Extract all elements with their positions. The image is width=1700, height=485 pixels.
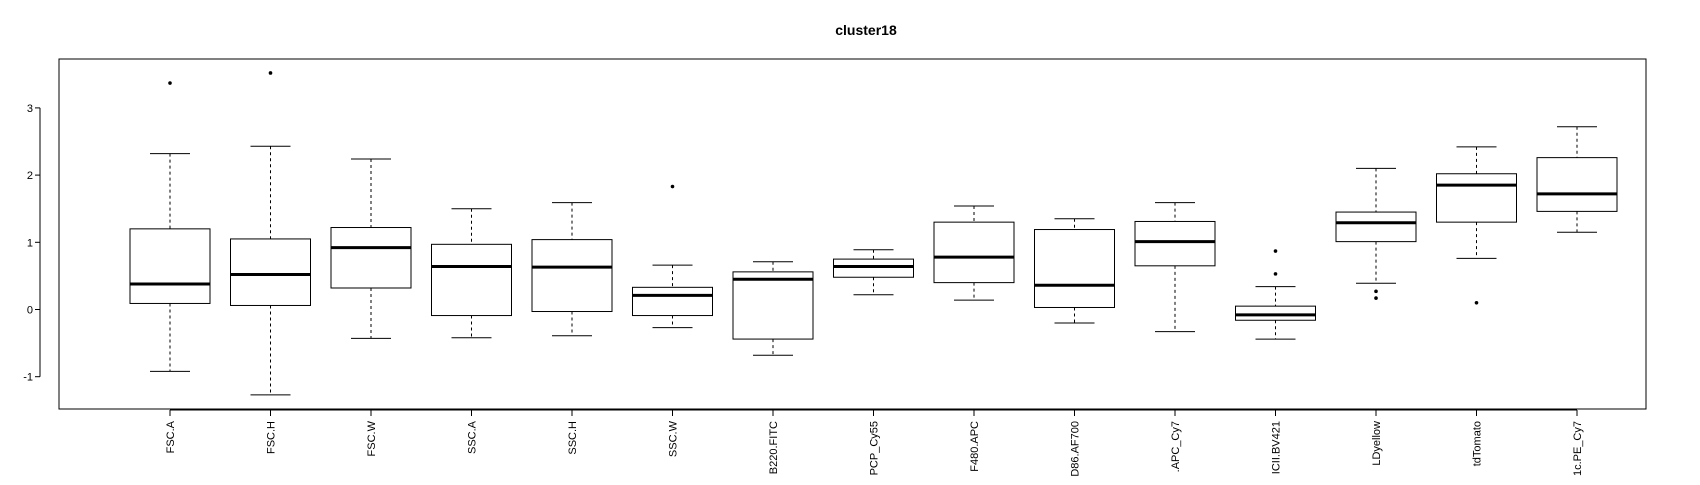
outlier-point xyxy=(1474,300,1479,305)
outlier-point xyxy=(1273,272,1278,276)
x-axis: FSC.A FSC.H FSC.W SSC.A SSC.H SSC.W B220.FITC P… xyxy=(165,409,1584,477)
x-tick-label: SSC.H xyxy=(567,421,579,455)
box-B220.FITC xyxy=(732,261,814,356)
box-FSC.A xyxy=(129,81,211,372)
chart-title: cluster18 xyxy=(835,22,897,38)
x-tick-label: tdTomato xyxy=(1472,421,1484,466)
x-tick-label: B220.FITC xyxy=(768,421,780,474)
iqr-box xyxy=(330,227,412,289)
iqr-box xyxy=(833,258,914,278)
y-axis: -1 0 1 2 3 xyxy=(23,103,41,384)
iqr-box xyxy=(1235,305,1316,321)
iqr-box xyxy=(431,243,512,317)
x-tick-label: .APC_Cy7 xyxy=(1170,421,1182,472)
box-LDyellow xyxy=(1335,167,1417,300)
box-D86.AF700 xyxy=(1034,218,1115,324)
y-tick-label: 3 xyxy=(27,103,33,115)
box-1c.PE_Cy7 xyxy=(1536,126,1618,233)
y-tick-label: 2 xyxy=(27,170,33,182)
outlier-point xyxy=(1374,289,1378,294)
box-.APC_Cy7 xyxy=(1134,202,1216,333)
x-tick-label: FSC.W xyxy=(366,420,378,456)
x-tick-label: PCP_Cy55 xyxy=(869,421,881,475)
iqr-box xyxy=(1335,211,1417,243)
plot-frame xyxy=(58,58,1647,410)
x-tick-label: FSC.A xyxy=(165,420,177,453)
y-tick-label: -1 xyxy=(23,372,33,384)
iqr-box xyxy=(230,238,311,306)
iqr-box xyxy=(933,221,1015,284)
iqr-box xyxy=(1436,173,1517,223)
box-SSC.H xyxy=(531,202,613,337)
box-FSC.W xyxy=(330,158,412,339)
iqr-box xyxy=(129,228,211,304)
y-tick-label: 1 xyxy=(27,237,33,249)
box-tdTomato xyxy=(1436,146,1517,305)
iqr-box xyxy=(632,286,713,317)
iqr-box xyxy=(732,271,814,340)
iqr-box xyxy=(1536,157,1618,212)
iqr-box xyxy=(1034,229,1115,308)
x-tick-label: ICII.BV421 xyxy=(1271,421,1283,474)
iqr-box xyxy=(1134,220,1216,267)
x-tick-label: LDyellow xyxy=(1371,421,1383,466)
box-F480.APC xyxy=(933,205,1015,301)
x-tick-label: SSC.W xyxy=(668,420,680,457)
x-tick-label: F480.APC xyxy=(969,421,981,472)
box-ICII.BV421 xyxy=(1235,249,1316,340)
x-tick-label: 1c.PE_Cy7 xyxy=(1572,421,1584,476)
boxes-layer xyxy=(129,71,1618,396)
box-SSC.W xyxy=(632,184,713,329)
outlier-point xyxy=(1273,249,1278,253)
box-SSC.A xyxy=(431,208,512,339)
x-tick-label: D86.AF700 xyxy=(1070,421,1082,477)
y-tick-label: 0 xyxy=(27,305,33,317)
outlier-point xyxy=(168,81,172,85)
x-tick-label: SSC.A xyxy=(467,420,479,454)
box-FSC.H xyxy=(230,71,311,396)
outlier-point xyxy=(1374,296,1378,300)
outlier-point xyxy=(268,71,273,75)
x-tick-label: FSC.H xyxy=(266,421,278,454)
outlier-point xyxy=(670,184,675,189)
box-PCP_Cy55 xyxy=(833,249,914,296)
iqr-box xyxy=(531,239,613,313)
